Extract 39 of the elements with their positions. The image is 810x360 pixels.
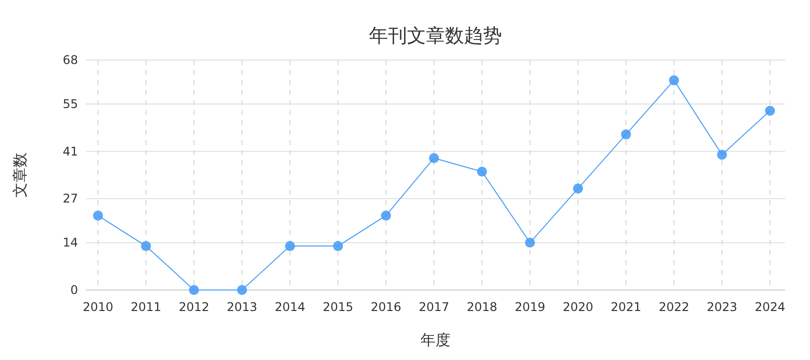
x-tick-label: 2012 [178, 300, 210, 314]
x-tick-label: 2023 [706, 300, 738, 314]
point [285, 241, 295, 252]
x-tick-label: 2015 [322, 300, 354, 314]
point [573, 184, 583, 194]
x-tick-label: 2018 [466, 300, 498, 314]
point [93, 210, 103, 221]
x-tick-label: 2024 [754, 300, 786, 314]
x-axis-title: 年度 [420, 331, 450, 349]
y-tick-label: 55 [62, 96, 78, 111]
x-tick-label: 2019 [514, 300, 546, 314]
point [237, 285, 247, 295]
point [765, 106, 775, 116]
x-tick-label: 2016 [370, 300, 402, 314]
point [669, 75, 679, 86]
y-tick-label: 0 [70, 283, 78, 297]
point [381, 210, 391, 221]
x-tick-label: 2017 [418, 300, 450, 314]
y-tick-label: 41 [62, 144, 78, 158]
y-tick-label: 27 [62, 192, 78, 206]
y-tick-label: 68 [62, 53, 78, 67]
x-tick-label: 2020 [562, 300, 594, 314]
point [141, 241, 151, 252]
x-tick-label: 2013 [226, 300, 258, 314]
x-tick-label: 2011 [130, 300, 162, 314]
x-tick-label: 2010 [82, 300, 114, 314]
point [429, 153, 439, 164]
point [525, 238, 535, 248]
x-tick-label: 2014 [274, 300, 306, 314]
point [717, 150, 727, 160]
point [477, 166, 487, 177]
y-axis-title: 文章数 [11, 152, 29, 198]
chart-title: 年刊文章数趋势 [369, 25, 502, 47]
point [621, 129, 631, 140]
y-tick-label: 14 [62, 236, 78, 250]
x-tick-label: 2021 [610, 300, 642, 314]
x-tick-label: 2022 [658, 300, 690, 314]
point [189, 285, 199, 295]
point [333, 241, 343, 252]
